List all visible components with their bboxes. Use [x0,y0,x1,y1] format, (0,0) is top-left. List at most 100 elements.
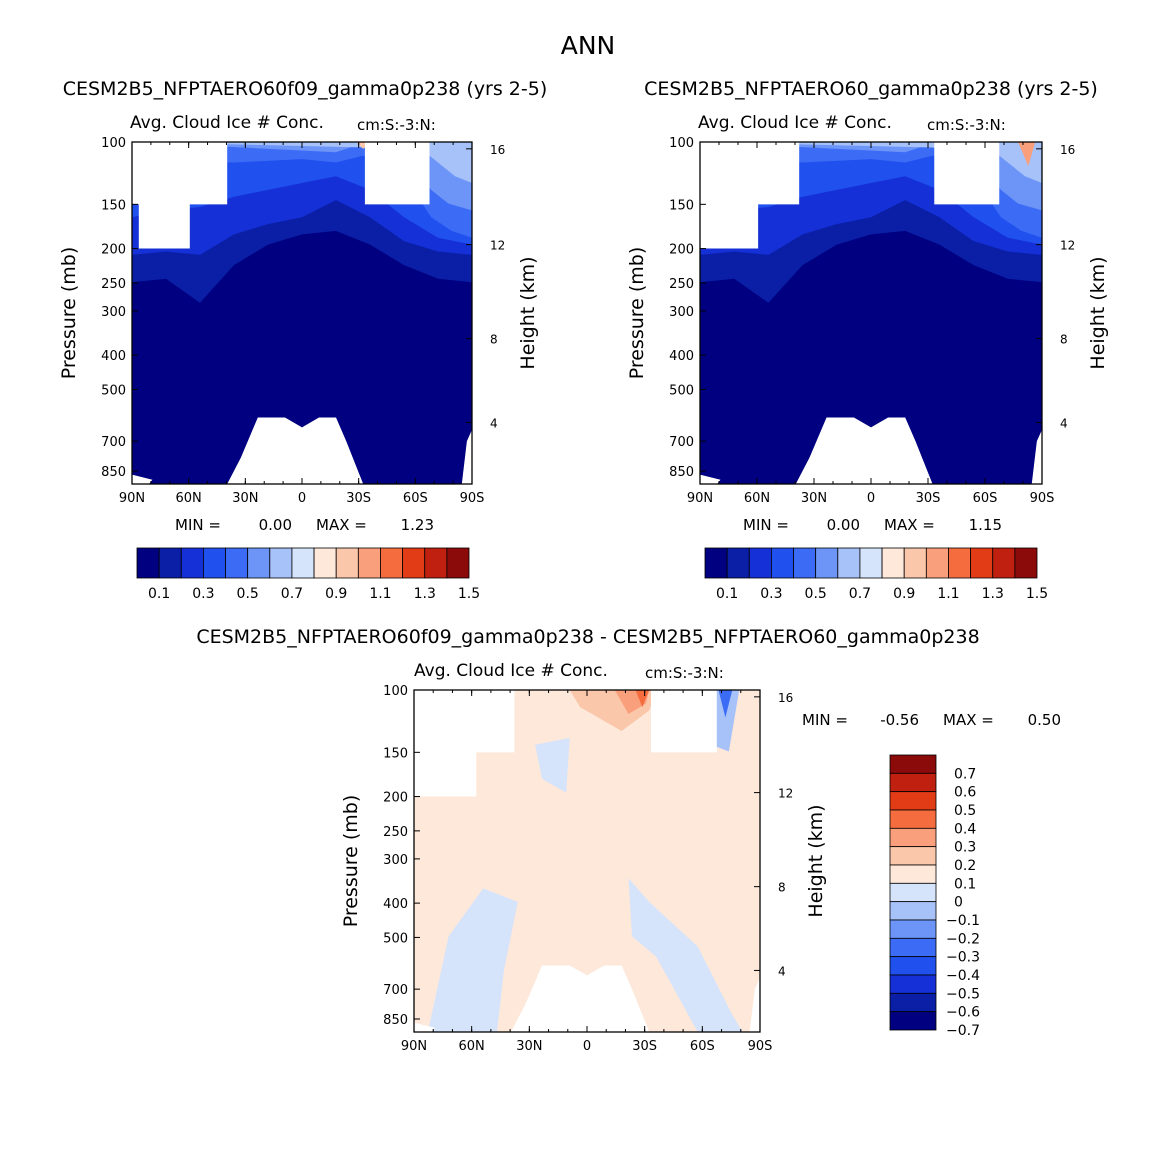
colorbar-swatch [771,547,794,579]
colorbar-label: 0.5 [237,586,259,602]
colorbar-swatch [859,547,883,579]
colorbar-swatch [889,901,937,921]
colorbar-swatch [269,547,293,579]
colorbar-swatch [837,547,861,579]
y-tick-label: 150 [669,198,694,213]
missing-surface-north [132,474,153,484]
colorbar-swatch [748,547,772,579]
stat-max-label: MAX = [316,516,367,534]
x-tick-label: 90S [748,1039,773,1054]
panels: CESM2B5_NFPTAERO60f09_gamma0p238 (yrs 2-… [58,78,1109,1054]
stat-max-label: MAX = [884,516,935,534]
colorbar-label: 0.3 [954,840,976,856]
colorbar-swatch [202,547,226,579]
stat-min-value: 0.00 [827,516,860,534]
colorbar-swatch [889,937,937,958]
missing-top-right [651,690,717,753]
field-layer [414,690,760,1032]
colorbar-swatch [291,547,315,579]
colorbar: 0.7 0.6 0.5 0.4 0.3 0.2 0.1 0 −0.1 −0.2 −0.3 −0.4 −0… [889,754,980,1039]
colorbar-swatch [1014,547,1038,579]
y-tick-label: 100 [101,136,126,151]
x-tick-label: 30N [801,491,827,506]
y-tick-label: 250 [101,277,126,292]
colorbar-label: −0.6 [946,1005,980,1021]
colorbar-label: 0.3 [760,586,782,602]
units-label: cm:S:-3:N: [645,664,724,682]
stat-min-label: MIN = [175,516,221,534]
colorbar-label: 0 [954,895,963,911]
y-tick-label: 100 [383,684,408,699]
colorbar-swatch [889,882,937,903]
y-tick-label: 200 [101,243,126,258]
x-tick-label: 90N [401,1039,427,1054]
y-right-tick-label: 12 [1060,239,1075,253]
colorbar-label: 1.3 [982,586,1004,602]
chart-panel-1: CESM2B5_NFPTAERO60f09_gamma0p238 (yrs 2-… [58,78,547,602]
colorbar-label: 0.1 [148,586,170,602]
x-tick-label: 60S [403,491,428,506]
x-tick-label: 0 [583,1039,591,1054]
missing-top-right [934,142,1000,205]
x-tick-label: 90S [1030,491,1055,506]
colorbar-swatch [793,547,817,579]
colorbar-label: −0.4 [946,968,980,984]
y-right-axis-label: Height (km) [517,256,539,369]
colorbar-swatch [424,547,448,579]
missing-surface-south [1031,429,1042,484]
colorbar-label: −0.1 [946,913,980,929]
colorbar-swatch [158,547,182,579]
colorbar: 0.1 0.3 0.5 0.7 0.9 1.1 1.3 1.5 [136,547,480,602]
colorbar-label: 0.4 [954,821,976,837]
y-right-tick-label: 4 [1060,416,1068,430]
field-negative-south [628,878,743,1032]
missing-top-left [700,142,800,249]
case-title: CESM2B5_NFPTAERO60_gamma0p238 (yrs 2-5) [644,78,1098,100]
stat-max-value: 0.50 [1028,711,1061,729]
y-tick-label: 400 [383,897,408,912]
colorbar-swatch [815,547,839,579]
case-title: CESM2B5_NFPTAERO60f09_gamma0p238 (yrs 2-… [63,78,548,100]
field-positive-max [635,690,650,708]
chart-panel-3: CESM2B5_NFPTAERO60f09_gamma0p238 - CESM2… [196,626,1061,1054]
colorbar-label: 1.1 [937,586,959,602]
colorbar-swatch [889,827,937,848]
stat-max-label: MAX = [943,711,994,729]
x-tick-label: 60N [744,491,770,506]
x-tick-label: 30S [632,1039,657,1054]
colorbar-swatch [889,846,937,866]
y-right-tick-label: 4 [490,416,498,430]
y-tick-label: 300 [669,305,694,320]
x-tick-label: 30N [232,491,258,506]
field-negative-north [427,888,518,1032]
colorbar-swatch [889,864,937,884]
field-hotspot-core [1018,142,1036,166]
colorbar-label: −0.7 [946,1023,980,1039]
y-tick-label: 850 [101,465,126,480]
colorbar-swatch [335,547,359,579]
y-right-axis-label: Height (km) [1087,256,1109,369]
y-right-tick-label: 8 [1060,333,1068,347]
y-tick-label: 200 [383,791,408,806]
colorbar-swatch [313,547,337,579]
colorbar-swatch [889,974,937,994]
colorbar-swatch [903,547,927,579]
missing-top-left [414,690,515,797]
x-tick-label: 0 [867,491,875,506]
y-right-tick-label: 8 [778,881,786,895]
colorbar-label: 0.3 [192,586,214,602]
y-tick-label: 700 [383,983,408,998]
colorbar-label: 0.6 [954,785,976,801]
colorbar-label: −0.3 [946,950,980,966]
colorbar-swatch [948,547,972,579]
stat-min-value: -0.56 [880,711,919,729]
y-tick-label: 500 [669,383,694,398]
colorbar-label: −0.2 [946,931,980,947]
colorbar-swatch [970,547,994,579]
y-tick-label: 150 [383,746,408,761]
colorbar-label: 0.5 [954,803,976,819]
colorbar-label: 0.1 [716,586,738,602]
colorbar-swatch [889,1011,937,1031]
missing-top-left [132,142,228,249]
units-label: cm:S:-3:N: [927,116,1006,134]
